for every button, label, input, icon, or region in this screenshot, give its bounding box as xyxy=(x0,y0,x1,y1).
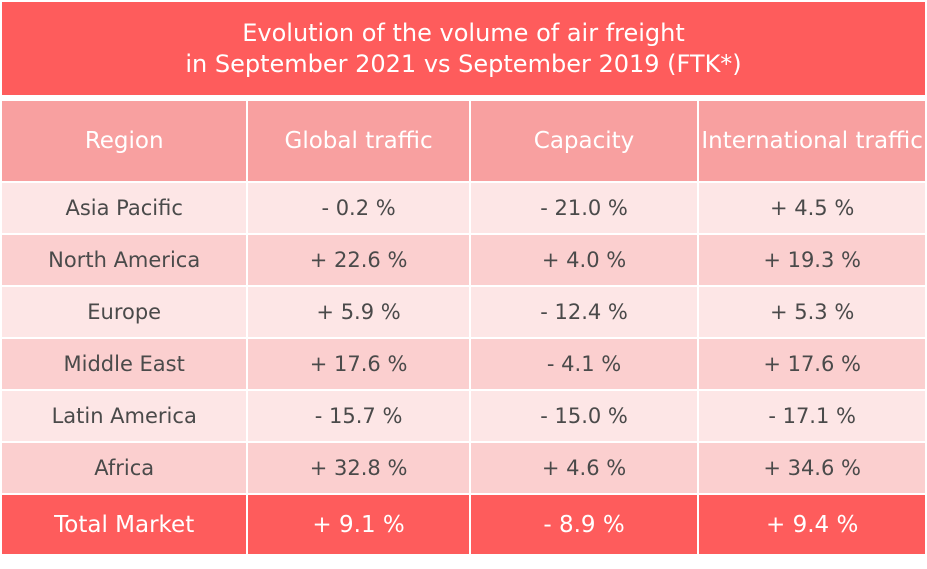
cell-capacity: - 12.4 % xyxy=(470,287,698,337)
cell-capacity: - 4.1 % xyxy=(470,339,698,389)
cell-global-traffic: - 15.7 % xyxy=(248,391,469,441)
table-row: Europe + 5.9 % - 12.4 % + 5.3 % xyxy=(2,287,925,337)
cell-capacity: - 21.0 % xyxy=(470,183,698,233)
table-row: Middle East + 17.6 % - 4.1 % + 17.6 % xyxy=(2,339,925,389)
freight-table: Region Global traffic Capacity Internati… xyxy=(0,99,927,556)
cell-international-traffic: - 17.1 % xyxy=(699,391,925,441)
cell-international-traffic: + 34.6 % xyxy=(699,443,925,493)
cell-international-traffic: + 17.6 % xyxy=(699,339,925,389)
header-global-traffic: Global traffic xyxy=(248,101,469,181)
header-row: Region Global traffic Capacity Internati… xyxy=(2,101,925,181)
cell-global-traffic: - 0.2 % xyxy=(248,183,469,233)
cell-region: Europe xyxy=(2,287,247,337)
cell-region: North America xyxy=(2,235,247,285)
cell-international-traffic: + 19.3 % xyxy=(699,235,925,285)
total-region: Total Market xyxy=(2,495,247,554)
table-row: Latin America - 15.7 % - 15.0 % - 17.1 % xyxy=(2,391,925,441)
cell-international-traffic: + 4.5 % xyxy=(699,183,925,233)
table-row: Asia Pacific - 0.2 % - 21.0 % + 4.5 % xyxy=(2,183,925,233)
header-capacity: Capacity xyxy=(470,101,698,181)
table-row: Africa + 32.8 % + 4.6 % + 34.6 % xyxy=(2,443,925,493)
header-region: Region xyxy=(2,101,247,181)
total-row: Total Market + 9.1 % - 8.9 % + 9.4 % xyxy=(2,495,925,554)
cell-region: Middle East xyxy=(2,339,247,389)
total-capacity: - 8.9 % xyxy=(470,495,698,554)
cell-region: Africa xyxy=(2,443,247,493)
total-global-traffic: + 9.1 % xyxy=(248,495,469,554)
title-line-2: in September 2021 vs September 2019 (FTK… xyxy=(185,49,742,78)
cell-global-traffic: + 17.6 % xyxy=(248,339,469,389)
title-line-1: Evolution of the volume of air freight xyxy=(242,18,685,47)
table-title: Evolution of the volume of air freight i… xyxy=(2,2,925,95)
cell-region: Asia Pacific xyxy=(2,183,247,233)
cell-global-traffic: + 5.9 % xyxy=(248,287,469,337)
cell-international-traffic: + 5.3 % xyxy=(699,287,925,337)
table-row: North America + 22.6 % + 4.0 % + 19.3 % xyxy=(2,235,925,285)
cell-global-traffic: + 22.6 % xyxy=(248,235,469,285)
total-international-traffic: + 9.4 % xyxy=(699,495,925,554)
cell-region: Latin America xyxy=(2,391,247,441)
cell-global-traffic: + 32.8 % xyxy=(248,443,469,493)
cell-capacity: + 4.6 % xyxy=(470,443,698,493)
header-international-traffic: International traffic xyxy=(699,101,925,181)
cell-capacity: - 15.0 % xyxy=(470,391,698,441)
cell-capacity: + 4.0 % xyxy=(470,235,698,285)
